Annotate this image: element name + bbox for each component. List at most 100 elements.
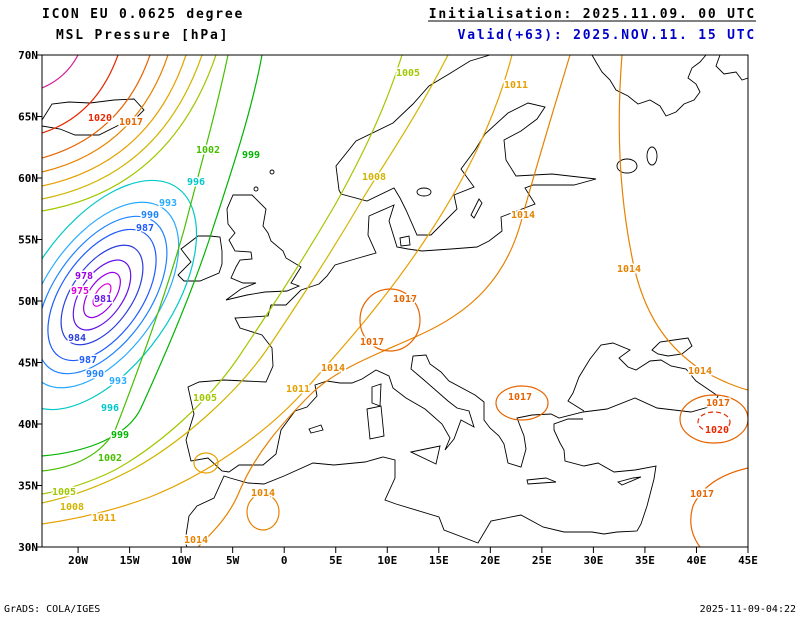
shetland-island <box>269 169 275 175</box>
contour-label: 1017 <box>508 392 532 403</box>
coast-cyprus <box>616 476 642 486</box>
contour-label: 999 <box>242 150 260 161</box>
lon-tick-label: 25E <box>532 554 552 567</box>
lat-tick-label: 45N <box>18 357 38 370</box>
coast-corsica <box>371 383 382 407</box>
contour-line-990 <box>42 215 168 375</box>
model-title: ICON EU 0.0625 degree <box>42 7 244 22</box>
contour-loop-1017-anatolia <box>679 394 748 444</box>
lon-tick-label: 10E <box>377 554 397 567</box>
contour-labels: 9759789819849879879909909939939969969999… <box>50 67 731 548</box>
contour-line-987 <box>47 228 157 362</box>
contour-line-978 <box>83 271 121 319</box>
contour-line-981 <box>72 259 132 331</box>
lon-tick-label: 15W <box>120 554 140 567</box>
contour-label: 1020 <box>88 113 112 124</box>
lon-tick-label: 20E <box>480 554 500 567</box>
contour-label: 1014 <box>511 210 535 221</box>
lon-tick-label: 30E <box>583 554 603 567</box>
lake-ladoga <box>616 158 638 174</box>
coast-iceland <box>42 98 145 136</box>
contour-line-1014-west <box>197 55 571 547</box>
faroe-island <box>210 149 216 155</box>
contour-line-1014-east <box>618 55 748 391</box>
contour-label: 1005 <box>193 393 217 404</box>
lat-tick-label: 30N <box>18 541 38 554</box>
contour-label: 1011 <box>92 513 116 524</box>
contour-line-999 <box>42 55 263 457</box>
contour-line-1017-northwest <box>42 55 151 159</box>
contour-line-975 <box>92 283 112 307</box>
contour-line-1011 <box>42 55 513 525</box>
lon-tick-label: 5W <box>226 554 240 567</box>
contour-label: 1017 <box>119 117 143 128</box>
map-frame <box>41 54 749 548</box>
lat-tick-label: 50N <box>18 295 38 308</box>
lon-tick-label: 15E <box>429 554 449 567</box>
contour-label: 975 <box>71 286 89 297</box>
coast-britain <box>225 194 302 301</box>
coast-mallorca <box>308 424 324 434</box>
contour-loop-1017-alps <box>359 288 421 352</box>
coast-azov-sea <box>651 337 693 357</box>
contour-label: 1020 <box>705 425 729 436</box>
valid-time-label: Valid(+63): 2025.NOV.11. 15 UTC <box>458 28 756 43</box>
contour-line-1002 <box>42 55 229 472</box>
lat-tick-label: 35N <box>18 480 38 493</box>
contour-loop-1020-anatolia <box>697 411 731 433</box>
contour-line-1023-northwest <box>42 55 79 89</box>
contour-label: 978 <box>75 271 93 282</box>
contour-line-1008-northwest <box>42 55 203 200</box>
lon-tick-label: 40E <box>687 554 707 567</box>
contour-label: 1008 <box>362 172 386 183</box>
contour-line-996 <box>42 179 198 411</box>
contour-label: 1017 <box>360 337 384 348</box>
contour-label: 984 <box>68 333 86 344</box>
contour-loop-1017-balkans <box>495 385 549 421</box>
contour-label: 993 <box>109 376 127 387</box>
creation-timestamp: 2025-11-09-04:22 <box>700 604 796 615</box>
coast-gotland <box>470 198 483 219</box>
lon-tick-label: 10W <box>171 554 191 567</box>
coast-sicily <box>409 445 441 465</box>
contour-loop-1014-morocco <box>246 493 280 531</box>
contour-line-1005 <box>42 55 403 495</box>
coast-kanin <box>715 55 748 81</box>
lon-tick-label: 5E <box>329 554 342 567</box>
contour-label: 1014 <box>251 488 275 499</box>
contour-label: 1005 <box>396 68 420 79</box>
contour-label: 1017 <box>706 398 730 409</box>
contour-loop-1011-iberia <box>193 452 219 474</box>
contour-label: 1017 <box>393 294 417 305</box>
contour-label: 1008 <box>60 502 84 513</box>
contour-label: 987 <box>136 223 154 234</box>
contour-line-1014-northwest <box>42 55 169 173</box>
coast-ireland <box>177 235 223 282</box>
pressure-contours <box>42 55 748 547</box>
field-title: MSL Pressure [hPa] <box>56 28 229 43</box>
contour-label: 1014 <box>617 264 641 275</box>
contour-label: 996 <box>187 177 205 188</box>
coast-africa-levant-turkey <box>184 418 657 547</box>
contour-label: 990 <box>86 369 104 380</box>
lat-tick-label: 40N <box>18 418 38 431</box>
coast-mediterranean-blacksea <box>228 342 719 473</box>
init-time-label: Initialisation: 2025.11.09. 00 UTC <box>429 7 756 22</box>
contour-label: 996 <box>101 403 119 414</box>
coast-kola-whitesea <box>591 55 707 117</box>
lake-onega <box>646 146 658 166</box>
contour-line-984 <box>60 244 144 346</box>
contour-label: 993 <box>159 198 177 209</box>
contour-label: 987 <box>79 355 97 366</box>
contour-label: 990 <box>141 210 159 221</box>
contour-label: 1014 <box>321 363 345 374</box>
coastlines <box>42 55 748 547</box>
contour-label: 1002 <box>98 453 122 464</box>
contour-label: 999 <box>111 430 129 441</box>
lon-tick-label: 35E <box>635 554 655 567</box>
lon-tick-label: 45E <box>738 554 758 567</box>
lake-vanern <box>416 187 432 197</box>
contour-label: 1002 <box>196 145 220 156</box>
